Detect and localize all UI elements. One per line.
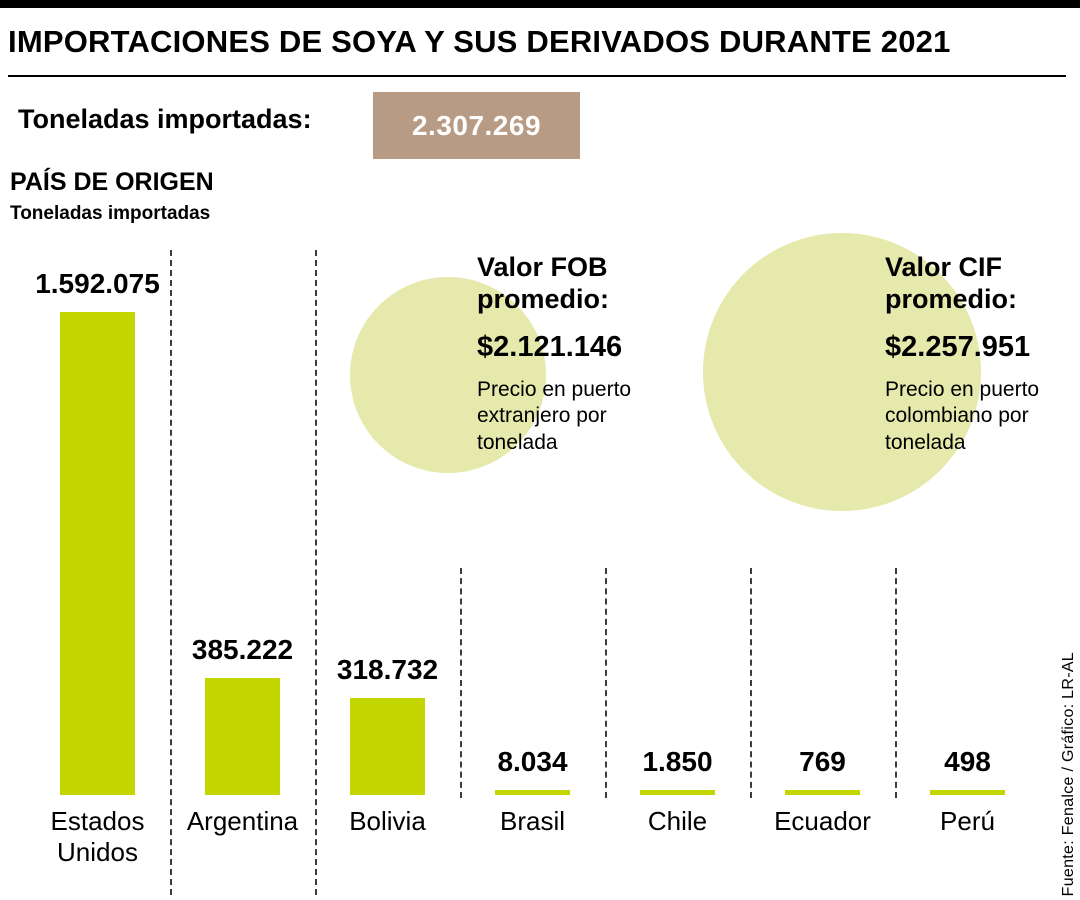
category-label: Estados Unidos	[50, 806, 145, 867]
page-title: IMPORTACIONES DE SOYA Y SUS DERIVADOS DU…	[8, 24, 951, 59]
chart-title: PAÍS DE ORIGEN	[10, 168, 214, 196]
column-separator	[750, 568, 752, 798]
bar-value-label: 769	[799, 746, 846, 777]
total-value: 2.307.269	[411, 109, 542, 141]
category-label: Ecuador	[774, 806, 871, 836]
category-label: Argentina	[186, 806, 299, 836]
bar-value-label: 1.592.075	[35, 268, 160, 299]
category-label: Perú	[940, 806, 995, 836]
category-label: Chile	[647, 806, 708, 836]
bar	[785, 790, 860, 795]
bar-value-label: 498	[944, 746, 991, 777]
cif-value: $2.257.951	[885, 330, 1031, 363]
source-credit: Fuente: Fenalce / Gráfico: LR-AL	[1060, 651, 1077, 896]
bar	[930, 790, 1005, 795]
column-separator	[460, 568, 462, 798]
cif-callout: Valor CIF promedio: $2.257.951 Precio en…	[885, 251, 1077, 457]
column-separator	[605, 568, 607, 798]
bar	[205, 678, 280, 795]
fob-callout: Valor FOB promedio: $2.121.146 Precio en…	[477, 251, 669, 457]
column-separator	[895, 568, 897, 798]
fob-note: Precio en puerto extranjero por tonelada	[477, 377, 632, 455]
fob-circle	[350, 277, 546, 473]
bar-value-label: 8.034	[497, 746, 568, 777]
bar	[60, 312, 135, 795]
column-separator	[315, 250, 317, 895]
chart-subtitle: Toneladas importadas	[10, 203, 211, 224]
fob-value: $2.121.146	[477, 330, 623, 363]
cif-note: Precio en puerto colombiano por tonelada	[885, 377, 1040, 455]
fob-title: Valor FOB promedio:	[477, 252, 609, 315]
total-value-box: 2.307.269	[373, 92, 580, 159]
top-rule	[0, 0, 1080, 8]
category-label: Brasil	[499, 806, 565, 836]
cif-circle	[703, 233, 981, 511]
cif-title: Valor CIF promedio:	[885, 252, 1017, 315]
bar-value-label: 318.732	[336, 654, 439, 685]
bar-value-label: 385.222	[191, 634, 294, 665]
category-label: Bolivia	[349, 806, 426, 836]
column-separator	[170, 250, 172, 895]
title-divider	[8, 75, 1066, 77]
bar	[495, 790, 570, 795]
total-label: Toneladas importadas:	[18, 104, 312, 134]
bar	[640, 790, 715, 795]
bar-value-label: 1.850	[642, 746, 713, 777]
bar	[350, 698, 425, 795]
